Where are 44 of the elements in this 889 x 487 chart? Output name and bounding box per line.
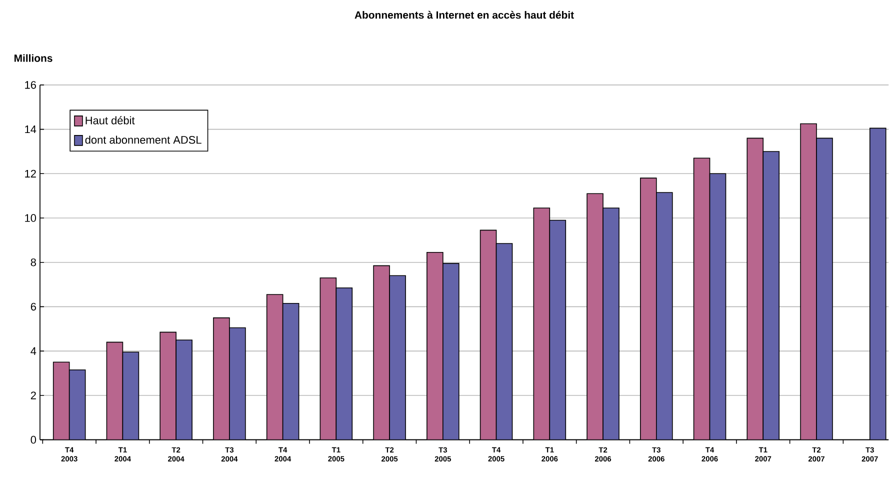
bar — [816, 138, 833, 440]
bar — [442, 263, 460, 440]
bar — [282, 303, 300, 440]
bar — [213, 318, 230, 440]
y-tick-label: 16 — [25, 81, 36, 89]
bar — [549, 220, 566, 440]
bar — [389, 275, 406, 440]
y-tick-label: 0 — [30, 436, 36, 444]
bar — [762, 151, 780, 440]
y-tick-label: 14 — [25, 126, 36, 134]
y-tick-label: 10 — [25, 214, 36, 222]
y-axis-title: Millions — [14, 54, 52, 62]
y-tick-label: 12 — [25, 170, 36, 178]
bar — [869, 128, 886, 440]
y-tick-label: 4 — [30, 347, 36, 355]
bar — [602, 208, 620, 440]
bar — [52, 362, 70, 440]
legend-label: Haut débit — [86, 116, 135, 124]
y-tick-label: 6 — [30, 302, 36, 311]
bar — [496, 243, 513, 440]
legend-label: dont abonnement ADSL — [85, 136, 202, 144]
bar — [426, 252, 444, 440]
y-tick-label: 2 — [30, 392, 36, 400]
bar — [373, 265, 390, 440]
bar — [640, 178, 657, 440]
bar — [320, 278, 337, 440]
bar — [266, 294, 284, 440]
bar — [533, 208, 550, 440]
bar — [693, 158, 710, 440]
y-tick-label: 8 — [30, 258, 36, 266]
bar — [160, 332, 176, 440]
bar — [709, 173, 726, 440]
bar — [586, 193, 604, 440]
bar — [336, 288, 353, 440]
bar — [176, 340, 192, 440]
bar — [68, 370, 86, 440]
chart-title: Abonnements à Internet en accès haut débit — [354, 11, 574, 19]
bar — [229, 327, 246, 440]
bar — [122, 352, 140, 440]
bar — [800, 123, 817, 440]
bar — [480, 230, 497, 440]
bar — [106, 342, 124, 440]
bar — [746, 138, 764, 440]
bar — [656, 192, 673, 440]
